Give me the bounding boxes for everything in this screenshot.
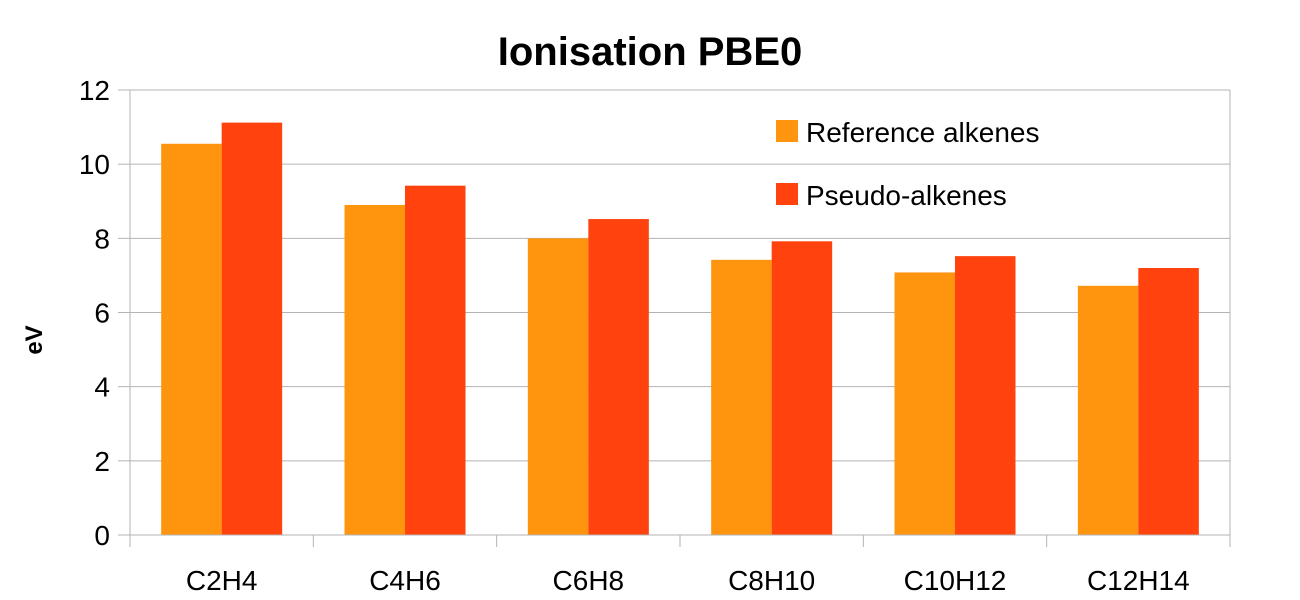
bar-c2h4-series-2 xyxy=(221,122,283,535)
bar-c8h10-series-2 xyxy=(771,241,833,536)
y-tick-label: 4 xyxy=(94,372,110,403)
y-ticks: 0 2 4 6 8 10 12 xyxy=(79,75,110,551)
bar-c2h4-series-1 xyxy=(161,143,222,536)
x-tick-label: C2H4 xyxy=(186,565,258,596)
x-tick-label: C6H8 xyxy=(553,565,625,596)
bar-c8h10-series-1 xyxy=(711,259,772,535)
legend-label: Reference alkenes xyxy=(806,117,1039,148)
bar-c6h8-series-2 xyxy=(588,219,649,536)
y-tick-label: 10 xyxy=(79,149,110,180)
chart-title: Ionisation PBE0 xyxy=(498,30,803,74)
axes xyxy=(118,89,1231,547)
y-tick-label: 12 xyxy=(79,75,110,106)
x-tick-label: C10H12 xyxy=(904,565,1007,596)
bars xyxy=(161,122,1199,536)
x-tick-label: C12H14 xyxy=(1087,565,1190,596)
bar-c10h12-series-1 xyxy=(894,272,955,535)
y-axis-label: eV xyxy=(21,325,48,354)
gridlines xyxy=(130,89,1230,462)
x-ticks: C2H4 C4H6 C6H8 C8H10 C10H12 C12H14 xyxy=(186,565,1190,596)
y-tick-label: 6 xyxy=(94,298,110,329)
bar-c4h6-series-2 xyxy=(405,185,466,536)
y-tick-label: 0 xyxy=(94,520,110,551)
bar-c4h6-series-1 xyxy=(344,204,405,536)
legend-swatch xyxy=(776,183,798,205)
legend: Reference alkenes Pseudo-alkenes xyxy=(776,117,1039,211)
bar-c12h14-series-2 xyxy=(1138,268,1199,535)
bar-c10h12-series-2 xyxy=(955,256,1016,535)
x-tick-label: C8H10 xyxy=(728,565,815,596)
y-tick-label: 2 xyxy=(94,446,110,477)
bar-c12h14-series-1 xyxy=(1077,285,1139,535)
x-tick-label: C4H6 xyxy=(369,565,441,596)
y-tick-label: 8 xyxy=(94,223,110,254)
bar-c6h8-series-1 xyxy=(527,238,589,536)
legend-swatch xyxy=(776,120,798,142)
legend-label: Pseudo-alkenes xyxy=(806,180,1007,211)
